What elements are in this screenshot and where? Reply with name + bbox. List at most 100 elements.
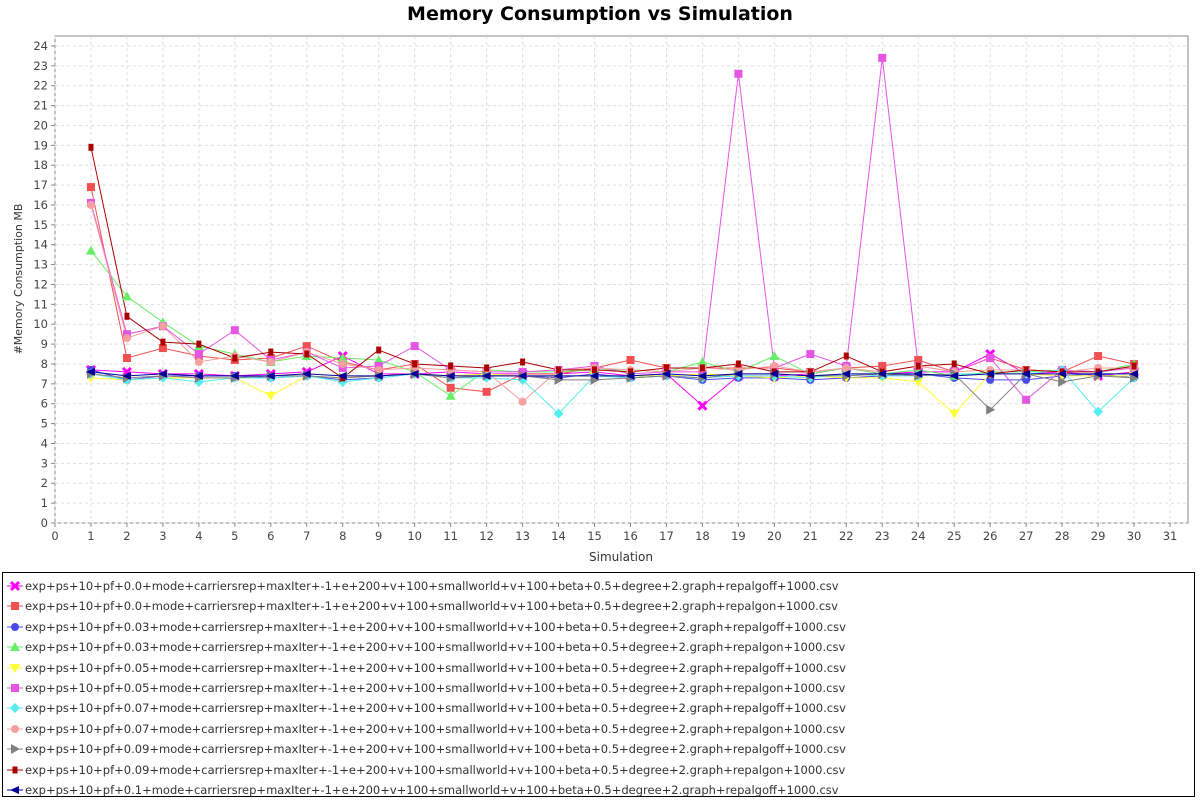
y-tick-label: 15 (33, 218, 48, 232)
legend-label: exp+ps+10+pf+0.03+mode+carriersrep+maxIt… (25, 619, 846, 634)
data-point-series-11 (517, 371, 527, 380)
data-point-series-10 (304, 350, 310, 358)
data-point-series-8 (266, 357, 275, 366)
data-point-series-9 (590, 374, 600, 385)
y-tick-label: 2 (41, 476, 48, 490)
data-point-series-5 (949, 409, 960, 419)
y-tick-label: 1 (41, 496, 48, 510)
y-tick-label: 20 (33, 118, 48, 132)
legend-swatch (7, 663, 23, 673)
y-tick-label: 12 (33, 277, 48, 291)
data-point-series-6 (878, 53, 887, 62)
data-point-series-11 (121, 371, 131, 380)
legend-swatch-marker (12, 766, 18, 774)
x-tick-label: 3 (159, 529, 166, 543)
x-tick-label: 6 (267, 529, 274, 543)
x-tick-label: 10 (407, 529, 422, 543)
legend-swatch (7, 703, 23, 714)
data-point-series-6 (194, 350, 203, 359)
y-tick-label: 4 (41, 436, 48, 450)
data-point-series-6 (410, 342, 419, 351)
x-tick-label: 26 (983, 529, 998, 543)
legend: exp+ps+10+pf+0.0+mode+carriersrep+maxIte… (2, 572, 1195, 797)
series-markers (85, 53, 1140, 419)
y-tick-label: 16 (33, 198, 48, 212)
plot-frame (54, 35, 1189, 524)
legend-label: exp+ps+10+pf+0.09+mode+carriersrep+maxIt… (25, 762, 846, 777)
series-line-1 (90, 353, 1135, 407)
data-point-series-2 (482, 387, 491, 396)
data-point-series-11 (625, 371, 635, 380)
data-point-series-11 (949, 371, 959, 380)
data-point-series-10 (556, 366, 562, 374)
x-tick-label: 8 (339, 529, 346, 543)
x-tick-label: 20 (767, 529, 782, 543)
data-point-series-10 (412, 360, 418, 368)
data-point-series-10 (807, 368, 813, 376)
data-point-series-6 (806, 350, 815, 359)
data-point-series-8 (122, 334, 131, 343)
x-tick-label: 12 (479, 529, 494, 543)
x-tick-label: 13 (515, 529, 530, 543)
data-point-series-4 (121, 291, 132, 301)
x-tick-label: 28 (1055, 529, 1070, 543)
chart-title: Memory Consumption vs Simulation (407, 3, 793, 25)
data-point-series-10 (915, 362, 921, 370)
data-point-series-2 (914, 356, 923, 365)
y-tick-label: 13 (33, 258, 48, 272)
legend-swatch (7, 786, 23, 794)
y-tick-label: 22 (33, 79, 48, 93)
data-point-series-11 (157, 369, 167, 378)
data-point-series-10 (160, 338, 166, 346)
legend-swatch-marker (10, 786, 19, 794)
y-tick-label: 5 (41, 417, 48, 431)
data-point-series-11 (1093, 369, 1103, 378)
legend-label: exp+ps+10+pf+0.03+mode+carriersrep+maxIt… (25, 640, 846, 655)
x-tick-label: 4 (195, 529, 202, 543)
data-point-series-6 (518, 367, 527, 376)
data-point-series-10 (592, 366, 598, 374)
data-point-series-11 (661, 369, 671, 378)
data-point-series-8 (374, 365, 383, 374)
data-point-series-11 (913, 369, 923, 378)
data-point-series-10 (699, 364, 705, 372)
data-point-series-11 (445, 371, 455, 380)
legend-swatch-marker (10, 703, 20, 714)
legend-label: exp+ps+10+pf+0.05+mode+carriersrep+maxIt… (25, 660, 846, 675)
data-point-series-6 (1022, 395, 1031, 404)
y-tick-label: 17 (33, 178, 48, 192)
data-point-series-4 (769, 351, 780, 361)
legend-swatch (7, 642, 23, 652)
data-point-series-8 (338, 359, 347, 368)
data-point-series-2 (446, 383, 455, 392)
data-point-series-11 (1057, 369, 1067, 378)
data-point-series-11 (193, 371, 203, 380)
legend-swatch-marker (11, 744, 20, 755)
data-point-series-10 (843, 352, 849, 360)
legend-swatch (7, 724, 23, 733)
y-tick-label: 0 (41, 516, 48, 530)
plot-area: 0123456789101112131415161718192021222324… (12, 35, 1189, 564)
data-point-series-11 (769, 369, 779, 378)
y-tick-label: 19 (33, 138, 48, 152)
y-tick-label: 9 (41, 337, 48, 351)
legend-swatch-marker (11, 622, 19, 631)
y-tick-label: 23 (33, 59, 48, 73)
legend-swatch (7, 766, 23, 774)
legend-swatch (7, 744, 23, 755)
data-point-series-2 (158, 344, 167, 353)
data-point-series-9 (1058, 376, 1068, 387)
data-point-series-11 (697, 371, 707, 380)
legend-label: exp+ps+10+pf+0.1+mode+carriersrep+maxIte… (25, 783, 839, 797)
series-line-7 (90, 369, 1135, 415)
data-point-series-10 (232, 354, 238, 362)
legend-swatch (7, 684, 23, 692)
x-tick-label: 2 (123, 529, 130, 543)
legend-label: exp+ps+10+pf+0.07+mode+carriersrep+maxIt… (25, 721, 846, 736)
data-point-series-10 (448, 362, 454, 370)
data-point-series-11 (265, 371, 275, 380)
data-point-series-11 (589, 371, 599, 380)
legend-label: exp+ps+10+pf+0.0+mode+carriersrep+maxIte… (25, 579, 839, 593)
data-point-series-10 (627, 368, 633, 376)
data-point-series-11 (337, 371, 347, 380)
